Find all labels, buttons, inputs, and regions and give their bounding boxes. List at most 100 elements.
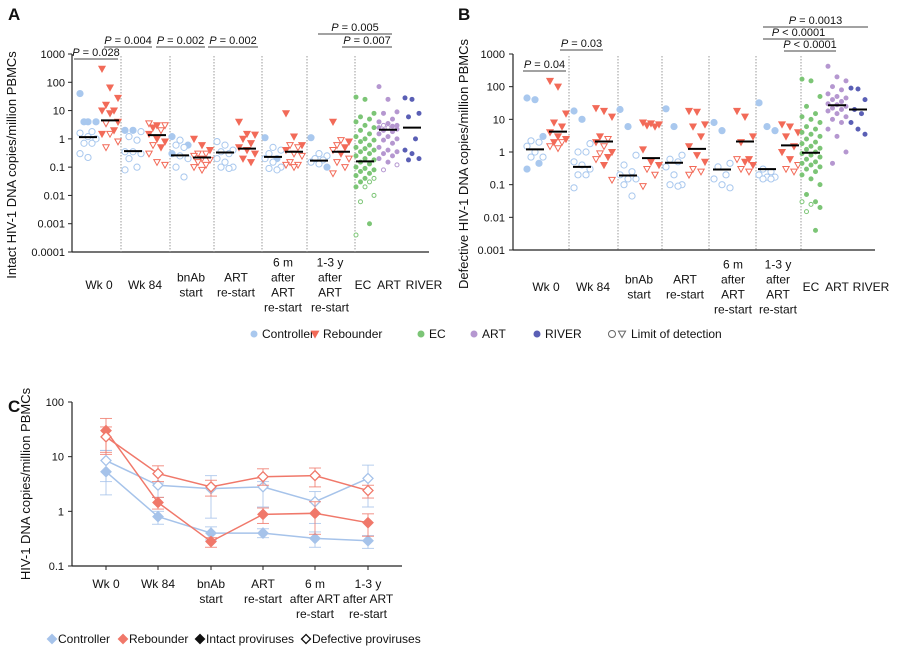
ec-point (799, 141, 805, 147)
controller-point (92, 118, 100, 126)
x-category-label: bnAb start (177, 271, 205, 300)
rebounder-lod-point (688, 166, 698, 174)
controller-point (771, 127, 779, 135)
controller-lod-point (172, 141, 180, 149)
rebounder-point (113, 94, 123, 103)
controller-lod-point (172, 163, 180, 171)
ec-point (804, 156, 809, 162)
controller-lod-point (221, 141, 229, 149)
rebounder-lod-point (553, 145, 563, 153)
p-value-label: P = 0.03 (561, 38, 602, 50)
ec-point (808, 176, 814, 182)
intact-point (309, 532, 321, 545)
x-category-label: RIVER (406, 278, 443, 292)
ec-point (358, 169, 363, 175)
ec-point (808, 143, 814, 149)
controller-lod-point (718, 181, 726, 189)
ec-point (817, 182, 823, 188)
controller-lod-point (80, 139, 88, 147)
p-value-label: P = 0.04 (524, 59, 565, 71)
ec-point (799, 172, 805, 178)
controller-point (539, 132, 547, 141)
x-category-label: ART re-start (244, 577, 283, 606)
ec-point (804, 124, 809, 130)
rebounder-lod-point (201, 161, 211, 170)
p-value-label: P = 0.004 (104, 35, 151, 47)
ec-lod-point (371, 175, 377, 181)
p-value-label: P = 0.0013 (789, 15, 843, 27)
x-category-label: ART (825, 280, 849, 294)
intact-point (152, 510, 164, 523)
controller-lod-point (670, 171, 678, 179)
controller-lod-point (125, 133, 133, 141)
art-point (390, 140, 395, 146)
rebounder-point (557, 123, 567, 131)
rebounder-lod-point (332, 159, 342, 167)
controller-point (523, 94, 531, 102)
controller-point (76, 89, 84, 98)
controller-lod-point (666, 155, 674, 163)
ec-lod-point (804, 209, 809, 215)
river-point (855, 86, 861, 92)
rebounder-point (281, 110, 291, 118)
defective-point (205, 480, 217, 493)
controller-legend-icon (46, 633, 58, 645)
x-category-label: Wk 84 (128, 278, 162, 292)
art-point (376, 144, 382, 150)
controller-lod-point (76, 150, 84, 158)
rebounder-point (732, 107, 742, 116)
x-category-label: Wk 0 (92, 577, 120, 591)
y-tick-label: 1 (59, 134, 65, 146)
rebounder-lod-point (732, 156, 742, 164)
rebounder-lod-point (642, 166, 652, 174)
controller-lod-point (586, 140, 594, 148)
rebounder-point (549, 119, 559, 127)
controller-lod-point (225, 164, 233, 173)
ec-lod-point (358, 199, 363, 205)
rebounder-point (545, 129, 555, 137)
rebounder-point (148, 124, 158, 132)
rebounder-lod-point (595, 150, 605, 158)
rebounder-point (545, 77, 555, 86)
rebounder-lod-point (101, 144, 111, 152)
controller-lod-point (133, 136, 141, 144)
controller-lod-point (535, 138, 543, 146)
ec-point (817, 119, 823, 125)
ec-point (808, 131, 814, 137)
rebounder-lod-point (189, 164, 199, 172)
intact-point (257, 527, 269, 540)
rebounder-point (696, 133, 706, 141)
controller-point (307, 134, 315, 142)
rebounder-lod-point (638, 183, 648, 191)
p-value-label: P = 0.002 (209, 35, 256, 47)
rebounder-point (97, 107, 107, 115)
ec-lod-point (362, 184, 368, 190)
y-tick-label: 0.001 (477, 245, 505, 257)
controller-point (763, 122, 771, 131)
x-category-label: 6 m after ART re-start (714, 258, 753, 317)
ec-lod-point (367, 179, 372, 185)
p-value-label: P < 0.0001 (783, 39, 837, 51)
rebounder-lod-point (328, 147, 338, 155)
rebounder-point (700, 121, 710, 129)
rebounder-point (152, 135, 162, 144)
rebounder-point (246, 140, 256, 148)
art-point (839, 99, 844, 105)
rebounder-defective-series (100, 417, 374, 499)
rebounder-point (646, 158, 656, 167)
defective-point (362, 472, 374, 485)
ec-point (804, 166, 809, 172)
defective-point (100, 454, 112, 467)
legend-label: Rebounder (129, 632, 188, 646)
x-category-label: RIVER (853, 280, 890, 294)
x-category-label: Wk 84 (141, 577, 175, 591)
rebounder-lod-point (557, 139, 567, 147)
ec-point (799, 114, 805, 120)
ec-point (808, 162, 814, 168)
y-tick-label: 1 (58, 506, 64, 518)
art-point (830, 105, 835, 111)
controller-lod-point (574, 171, 582, 179)
art-point (834, 111, 840, 117)
legend-label: Rebounder (323, 327, 382, 341)
ec-point (362, 122, 368, 128)
